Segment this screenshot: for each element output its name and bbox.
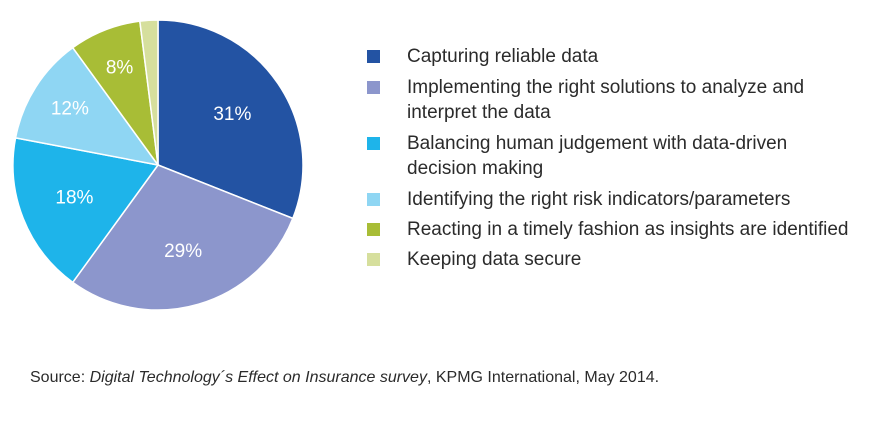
legend-item-implementing-solutions: Implementing the right solutions to anal…: [367, 75, 882, 125]
legend-item-reacting-timely: Reacting in a timely fashion as insights…: [367, 217, 882, 242]
pie-slice-0: [157, 19, 304, 220]
legend-swatch: [367, 50, 380, 63]
legend-item-capturing-reliable-data: Capturing reliable data: [367, 44, 882, 69]
source-survey-title: Digital Technology´s Effect on Insurance…: [89, 369, 427, 386]
pie-slice-label-1: 29%: [164, 241, 202, 262]
pie-chart: 31% 29% 18% 12% 8%: [12, 19, 304, 311]
legend-swatch: [367, 223, 380, 236]
legend-label-continued: interpret the data: [407, 102, 551, 123]
legend-label: Implementing the right solutions to anal…: [407, 77, 805, 98]
legend-label: Reacting in a timely fashion as insights…: [407, 219, 849, 240]
legend-label: Balancing human judgement with data-driv…: [407, 133, 788, 154]
pie-slice-2: [12, 137, 159, 284]
source-note: Source: Digital Technology´s Effect on I…: [30, 369, 659, 387]
legend-label: Keeping data secure: [407, 249, 582, 270]
legend-label: Capturing reliable data: [407, 46, 599, 67]
source-prefix: Source:: [30, 369, 90, 386]
legend: Capturing reliable data Implementing the…: [367, 44, 882, 278]
legend-item-risk-indicators: Identifying the right risk indicators/pa…: [367, 187, 882, 212]
legend-swatch: [367, 137, 380, 150]
legend-swatch: [367, 193, 380, 206]
legend-label: Identifying the right risk indicators/pa…: [407, 189, 791, 210]
pie-slice-label-3: 12%: [51, 99, 89, 120]
pie-slice-label-2: 18%: [55, 188, 93, 209]
legend-label-continued: decision making: [407, 158, 544, 179]
legend-item-keeping-data-secure: Keeping data secure: [367, 247, 882, 272]
legend-item-balancing-judgement: Balancing human judgement with data-driv…: [367, 131, 882, 181]
legend-swatch: [367, 81, 380, 94]
source-suffix: , KPMG International, May 2014.: [426, 369, 660, 386]
pie-slice-5: [139, 19, 159, 166]
pie-slice-3: [14, 46, 159, 166]
legend-swatch: [367, 253, 380, 266]
pie-slice-label-4: 8%: [106, 57, 134, 78]
pie-slice-label-0: 31%: [213, 104, 251, 125]
pie-slice-1: [72, 164, 294, 311]
